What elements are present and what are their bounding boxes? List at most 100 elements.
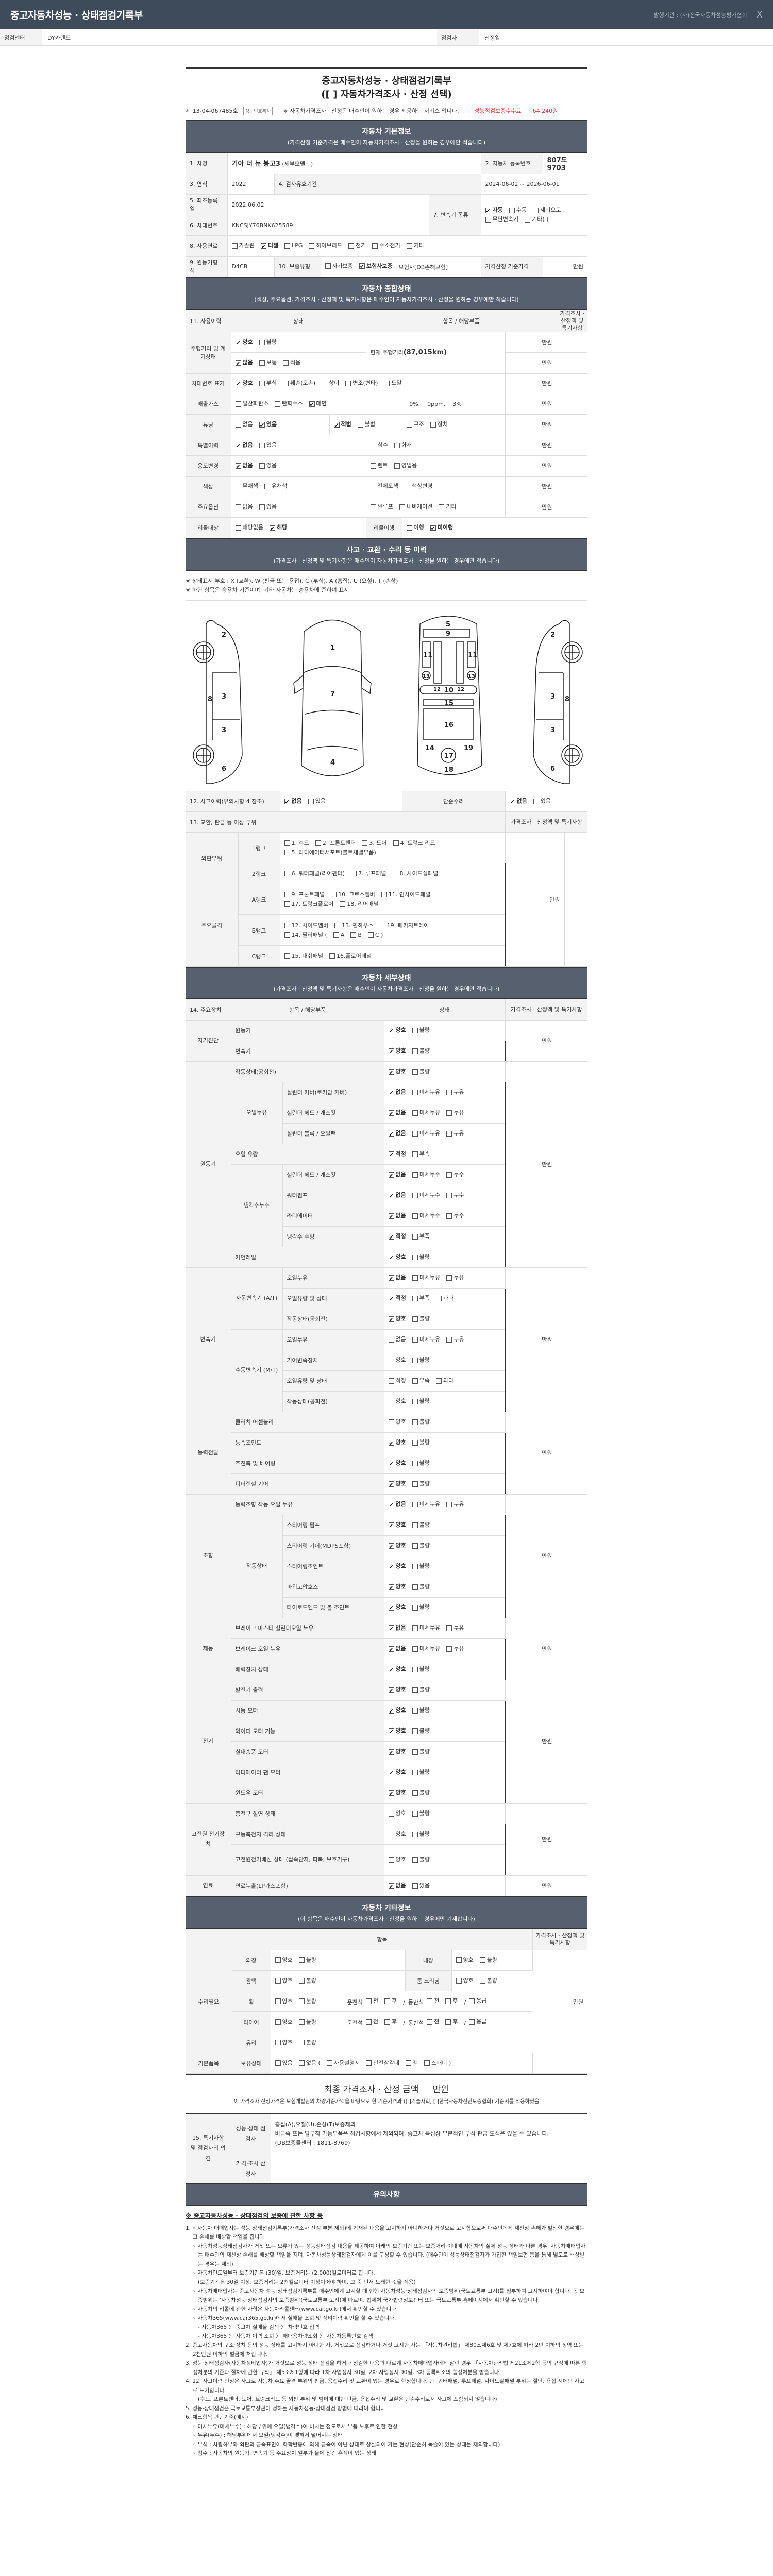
unchecked-box-icon[interactable] [412,1604,418,1611]
checked-box-icon[interactable] [235,338,241,348]
checked-box-icon[interactable] [485,207,491,216]
unchecked-box-icon[interactable] [446,1110,452,1116]
checked-box-icon[interactable] [388,1480,394,1489]
checkbox-option[interactable]: 불량 [412,1046,430,1056]
unchecked-box-icon[interactable] [533,798,539,804]
unchecked-box-icon[interactable] [388,1398,394,1404]
unchecked-box-icon[interactable] [446,1172,452,1178]
checkbox-option[interactable]: 없음 [235,461,253,471]
checkbox-option[interactable]: 썬루프 [370,502,393,512]
checkbox-option[interactable]: 이행 [406,523,424,532]
checkbox-option[interactable]: 불량 [412,1726,430,1736]
checked-box-icon[interactable] [388,1542,394,1551]
unchecked-box-icon[interactable] [275,401,281,407]
checkbox-option[interactable]: 4. 트렁크 리드 [393,839,435,848]
unchecked-box-icon[interactable] [406,243,412,249]
unchecked-box-icon[interactable] [388,1857,394,1863]
checkbox-option[interactable]: 매연 [309,399,327,410]
checkbox-option[interactable]: 장치 [430,420,448,429]
checkbox-option[interactable]: LPG [284,241,303,250]
checkbox-option[interactable]: 미세누유 [412,1644,440,1653]
checked-box-icon[interactable] [388,1460,394,1469]
unchecked-box-icon[interactable] [412,1460,418,1466]
unchecked-box-icon[interactable] [362,840,368,846]
checkbox-option[interactable]: 불량 [412,1562,430,1571]
checkbox-option[interactable]: 무채색 [235,482,258,491]
unchecked-box-icon[interactable] [412,1110,418,1116]
checkbox-option[interactable]: 양호 [388,1026,406,1036]
unchecked-box-icon[interactable] [298,1957,305,1963]
checkbox-option[interactable]: 양호 [388,1520,406,1531]
checkbox-option[interactable]: 양호 [388,1855,406,1865]
checkbox-option[interactable]: 불량 [412,1855,430,1865]
unchecked-box-icon[interactable] [412,1666,418,1672]
unchecked-box-icon[interactable] [412,1584,418,1590]
unchecked-box-icon[interactable] [427,2019,433,2025]
checkbox-option[interactable]: 유채색 [264,482,287,491]
checkbox-option[interactable]: 양호 [388,1541,406,1551]
unchecked-box-icon[interactable] [384,380,390,386]
checked-box-icon[interactable] [260,242,266,251]
checkbox-option[interactable]: 자가보증 [325,262,353,271]
unchecked-box-icon[interactable] [412,1543,418,1549]
unchecked-box-icon[interactable] [388,1357,394,1363]
checkbox-option[interactable]: 없음 [284,796,302,807]
checkbox-option[interactable]: 전체도색 [370,482,398,491]
unchecked-box-icon[interactable] [412,1192,418,1198]
checkbox-option[interactable]: 6. 쿼터패널(리어펜더) [284,869,345,878]
unchecked-box-icon[interactable] [351,871,357,876]
unchecked-box-icon[interactable] [275,2019,281,2025]
unchecked-box-icon[interactable] [259,442,265,448]
unchecked-box-icon[interactable] [235,483,241,489]
checked-box-icon[interactable] [309,400,315,410]
unchecked-box-icon[interactable] [485,216,491,223]
checkbox-option[interactable]: 불량 [412,1355,430,1365]
unchecked-box-icon[interactable] [235,504,241,510]
checkbox-option[interactable]: 양호 [275,1956,293,1965]
checked-box-icon[interactable] [388,1769,394,1778]
checkbox-option[interactable]: 기타 [439,502,457,512]
checkbox-option[interactable]: 누유 [446,1500,464,1509]
checkbox-option[interactable]: 적법 [333,420,351,430]
checkbox-option[interactable]: 누유 [446,1108,464,1117]
unchecked-box-icon[interactable] [525,216,531,223]
checkbox-option[interactable]: 양호 [388,1397,406,1406]
unchecked-box-icon[interactable] [381,892,387,897]
checkbox-option[interactable]: 양호 [388,1603,406,1613]
unchecked-box-icon[interactable] [469,2019,475,2025]
unchecked-box-icon[interactable] [509,207,515,213]
checkbox-option[interactable]: 미세누유 [412,1129,440,1138]
unchecked-box-icon[interactable] [348,243,355,249]
unchecked-box-icon[interactable] [412,1419,418,1425]
checkbox-option[interactable]: 수동 [509,206,527,215]
unchecked-box-icon[interactable] [412,1522,418,1528]
checkbox-option[interactable]: 부족 [412,1376,430,1385]
unchecked-box-icon[interactable] [436,1378,442,1384]
unchecked-box-icon[interactable] [333,932,339,938]
checkbox-option[interactable]: 있음 [533,796,551,806]
checkbox-option[interactable]: 하이브리드 [309,241,342,250]
unchecked-box-icon[interactable] [298,2060,305,2066]
checkbox-option[interactable]: 불량 [298,1997,316,2006]
checkbox-option[interactable]: 후 [384,1996,397,2006]
checkbox-option[interactable]: 양호 [456,1976,474,1986]
unchecked-box-icon[interactable] [367,932,374,938]
checkbox-option[interactable]: 전 [427,2017,439,2026]
unchecked-box-icon[interactable] [394,442,400,448]
unchecked-box-icon[interactable] [298,1978,305,1984]
checked-box-icon[interactable] [388,1171,394,1180]
unchecked-box-icon[interactable] [427,1998,433,2004]
unchecked-box-icon[interactable] [412,1130,418,1137]
checkbox-option[interactable]: 기타( ) [525,215,548,224]
checkbox-option[interactable]: 14. 필러패널 ( [284,930,327,940]
checkbox-option[interactable]: 19. 패키지트레이 [379,921,429,930]
checkbox-option[interactable]: 양호 [275,1997,293,2006]
unchecked-box-icon[interactable] [259,504,265,510]
unchecked-box-icon[interactable] [393,840,399,846]
checkbox-option[interactable]: 탄화수소 [275,399,303,409]
unchecked-box-icon[interactable] [479,1957,485,1963]
checkbox-option[interactable]: 불량 [479,1956,497,1965]
checked-box-icon[interactable] [388,1192,394,1201]
unchecked-box-icon[interactable] [379,923,385,928]
checked-box-icon[interactable] [388,1501,394,1510]
